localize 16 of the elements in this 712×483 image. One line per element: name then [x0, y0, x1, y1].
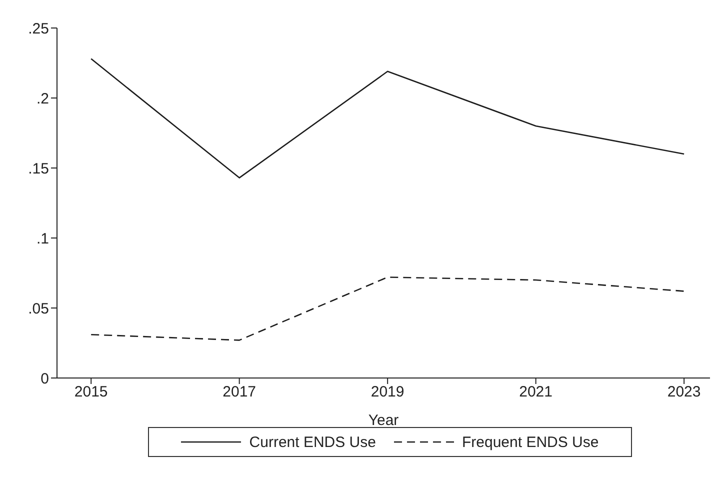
y-tick-label: 0 [40, 370, 49, 388]
x-tick-label: 2023 [667, 384, 701, 401]
y-tick-label: .25 [28, 20, 49, 38]
x-axis-title: Year [368, 412, 399, 429]
x-tick-label: 2019 [370, 384, 404, 401]
y-tick-label: .05 [28, 300, 49, 318]
legend-label: Current ENDS Use [249, 434, 376, 450]
y-tick-label: .15 [28, 160, 49, 178]
line-series [90, 58, 685, 178]
y-tick-label: .1 [36, 230, 49, 248]
x-tick-label: 2017 [222, 384, 256, 401]
line-series [90, 276, 685, 341]
y-tick-label: .2 [36, 90, 49, 108]
x-tick-label: 2021 [519, 384, 553, 401]
x-tick-label: 2015 [74, 384, 108, 401]
legend-label: Frequent ENDS Use [462, 434, 599, 450]
